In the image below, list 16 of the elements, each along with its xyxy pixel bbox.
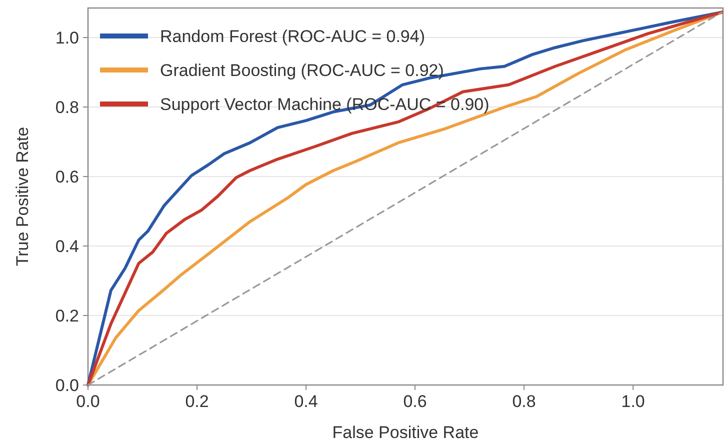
y-tick-label: 1.0 <box>55 28 79 48</box>
x-tick-label: 0.0 <box>76 392 100 411</box>
y-axis-title: True Positive Rate <box>13 126 32 266</box>
x-tick-label: 0.2 <box>185 392 209 411</box>
x-axis-title: False Positive Rate <box>332 423 479 442</box>
x-tick-label: 0.4 <box>294 392 318 411</box>
y-tick-label: 0.4 <box>55 237 79 256</box>
x-tick-label: 0.8 <box>512 392 536 411</box>
y-tick-label: 0.6 <box>55 168 79 187</box>
y-tick-label: 0.2 <box>55 306 79 326</box>
x-tick-label: 0.6 <box>403 392 427 411</box>
legend-label: Gradient Boosting (ROC-AUC = 0.92) <box>160 61 444 80</box>
x-tick-label: 1.0 <box>621 392 645 411</box>
y-tick-label: 0.0 <box>55 376 79 395</box>
y-tick-label: 0.8 <box>55 98 79 118</box>
legend-label: Random Forest (ROC-AUC = 0.94) <box>160 27 425 46</box>
